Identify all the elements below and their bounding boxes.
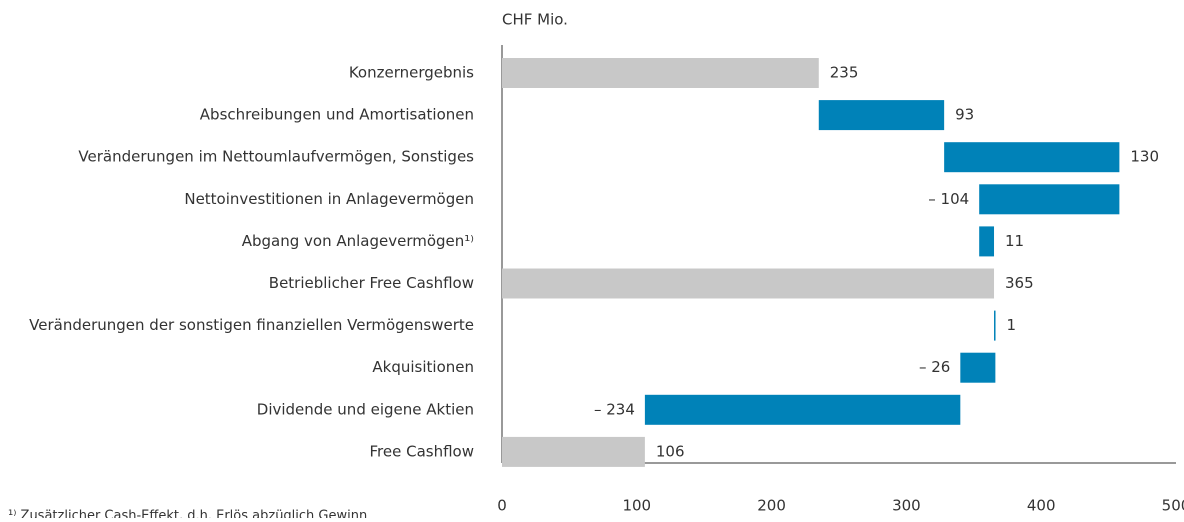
x-tick-label: 300 [892,497,921,515]
bar [944,142,1120,173]
value-label: 93 [955,106,974,124]
category-label: Free Cashflow [370,442,474,460]
value-label: – 234 [594,400,635,418]
category-label: Akquisitionen [372,358,474,376]
category-label: Betrieblicher Free Cashflow [269,274,474,292]
bar [644,394,961,425]
bar [818,100,945,131]
value-label: – 104 [928,190,969,208]
category-label: Dividende und eigene Aktien [257,400,474,418]
value-label: 1 [1007,316,1017,334]
x-tick-label: 400 [1027,497,1056,515]
category-label: Konzernergebnis [349,64,474,82]
bar [960,352,996,383]
category-label: Abschreibungen und Amortisationen [200,106,474,124]
bar [979,184,1120,215]
x-tick-label: 0 [497,497,507,515]
value-label: 11 [1005,232,1024,250]
value-label: 365 [1005,274,1034,292]
category-label: Nettoinvestitionen in Anlagevermögen [184,190,474,208]
value-label: 130 [1130,148,1159,166]
value-label: 235 [830,64,859,82]
category-label: Veränderungen im Nettoumlaufvermögen, So… [78,148,474,166]
x-tick-label: 100 [622,497,651,515]
bar [502,436,645,467]
bar [502,268,995,299]
category-label: Veränderungen der sonstigen finanziellen… [29,316,474,334]
bar [994,310,996,341]
unit-label: CHF Mio. [502,11,568,29]
value-label: 106 [656,442,685,460]
bar [979,226,995,257]
footnote: ¹⁾ Zusätzlicher Cash-Effekt, d.h. Erlös … [8,509,367,519]
value-label: – 26 [919,358,950,376]
bar [502,58,819,88]
category-label: Abgang von Anlagevermögen¹⁾ [242,232,474,250]
x-tick-label: 500 [1162,497,1184,515]
x-tick-label: 200 [757,497,786,515]
